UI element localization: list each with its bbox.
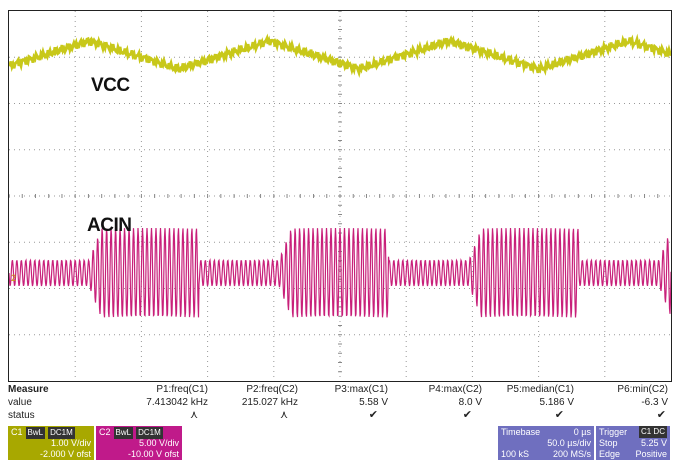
- channel-status-bar: C1 BwL DC1M 1.00 V/div -2.000 V ofst C2 BwL…: [8, 426, 670, 460]
- channel-1-descriptor[interactable]: C1 BwL DC1M 1.00 V/div -2.000 V ofst: [8, 426, 94, 460]
- acin-trace-label: ACIN: [87, 215, 132, 236]
- timebase-delay: 0 µs: [573, 427, 591, 437]
- timebase-samples: 100 kS: [501, 449, 530, 459]
- param-name-p5[interactable]: P5:median(C1): [506, 384, 574, 395]
- channel-2-offset: -10.00 V ofst: [127, 449, 179, 459]
- channel-1-offset: -2.000 V ofst: [39, 449, 91, 459]
- param-value-p5: 5.186 V: [539, 397, 574, 408]
- param-name-p3[interactable]: P3:max(C1): [334, 384, 388, 395]
- channel-2-ground-marker: 2: [11, 273, 17, 283]
- param-value-p2: 215.027 kHz: [241, 397, 298, 408]
- measure-heading: Measure: [8, 384, 49, 395]
- channel-2-coupling-tag: DC1M: [136, 427, 163, 439]
- param-status-p6-check-icon: ✔: [656, 409, 666, 421]
- param-status-p1: ⋏: [189, 409, 198, 421]
- param-value-p4: 8.0 V: [458, 397, 482, 408]
- timebase-rate: 200 MS/s: [552, 449, 591, 459]
- channel-2-bw-tag: BwL: [113, 427, 134, 439]
- channel-1-bw-tag: BwL: [25, 427, 46, 439]
- waveform-screen[interactable]: VCC ACIN 2: [8, 10, 672, 382]
- param-status-p3-check-icon: ✔: [368, 409, 378, 421]
- param-status-p5-check-icon: ✔: [554, 409, 564, 421]
- channel-1-vdiv: 1.00 V/div: [50, 438, 91, 448]
- param-status-p4-check-icon: ✔: [462, 409, 472, 421]
- vcc-trace-label: VCC: [91, 75, 130, 96]
- param-value-p3: 5.58 V: [359, 397, 388, 408]
- channel-2-descriptor[interactable]: C2 BwL DC1M 5.00 V/div -10.00 V ofst: [96, 426, 182, 460]
- trigger-type: Edge: [599, 449, 621, 459]
- param-name-p1[interactable]: P1:freq(C1): [156, 384, 208, 395]
- param-name-p2[interactable]: P2:freq(C2): [246, 384, 298, 395]
- trigger-level: 5.25 V: [640, 438, 667, 448]
- trigger-slope: Positive: [635, 449, 667, 459]
- measure-panel: Measure P1:freq(C1) P2:freq(C2) P3:max(C…: [8, 383, 670, 425]
- param-name-p4[interactable]: P4:max(C2): [428, 384, 482, 395]
- channel-2-vdiv: 5.00 V/div: [138, 438, 179, 448]
- trigger-descriptor[interactable]: Trigger C1 DC Stop 5.25 V Edge Positive: [596, 426, 670, 460]
- trigger-label: Trigger: [599, 427, 628, 437]
- waveform-svg: [9, 11, 671, 381]
- trigger-mode: Stop: [599, 438, 618, 448]
- channel-2-name: C2: [99, 427, 111, 437]
- timebase-descriptor[interactable]: Timebase 0 µs 50.0 µs/div 100 kS 200 MS/s: [498, 426, 594, 460]
- channel-1-coupling-tag: DC1M: [48, 427, 75, 439]
- timebase-label: Timebase: [501, 427, 541, 437]
- param-value-p6: -6.3 V: [641, 397, 668, 408]
- param-status-p2: ⋏: [279, 409, 288, 421]
- channel-1-name: C1: [11, 427, 23, 437]
- trigger-channel-tag: C1 DC: [638, 426, 667, 438]
- status-row-label: status: [8, 410, 35, 421]
- acin-waveform: [9, 227, 671, 318]
- timebase-tdiv: 50.0 µs/div: [547, 438, 591, 448]
- vcc-waveform: [9, 33, 671, 78]
- param-name-p6[interactable]: P6:min(C2): [617, 384, 668, 395]
- value-row-label: value: [8, 397, 32, 408]
- param-value-p1: 7.413042 kHz: [146, 397, 208, 408]
